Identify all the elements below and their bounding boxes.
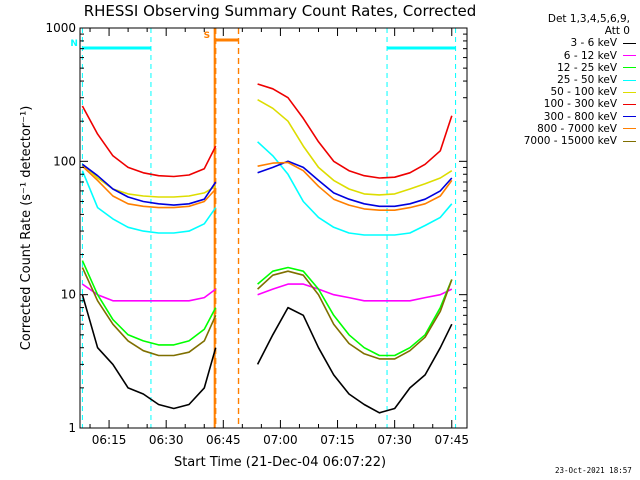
svg-text:Corrected Count Rate (s⁻¹ dete: Corrected Count Rate (s⁻¹ detector⁻¹) <box>19 106 34 351</box>
legend-entry-label: 800 - 7000 keV <box>537 122 617 135</box>
legend-entry: 800 - 7000 keV <box>478 123 638 135</box>
x-tick-label: 07:45 <box>434 433 469 447</box>
legend-header-line: Att 0 <box>604 25 630 38</box>
legend-entry-swatch <box>623 128 636 130</box>
y-tick-label: 1 <box>68 421 76 435</box>
y-tick-label: 10 <box>61 288 76 302</box>
legend-entry-label: 100 - 300 keV <box>543 98 617 111</box>
legend-entry-label: 6 - 12 keV <box>563 49 617 62</box>
series-line-8 <box>81 161 453 211</box>
x-tick-label: 06:15 <box>92 433 127 447</box>
legend-header-line: Det 1,3,4,5,6,9, <box>547 13 630 25</box>
legend-entry-label: 12 - 25 keV <box>557 61 617 74</box>
legend-entry-label: 25 - 50 keV <box>557 74 617 87</box>
legend-entry-label: 50 - 100 keV <box>550 86 617 99</box>
series-line-7 <box>81 160 453 208</box>
legend-entry-swatch <box>623 91 636 93</box>
y-tick-label: 100 <box>53 154 76 168</box>
marker-saa-label: S <box>204 31 210 41</box>
chart-title: RHESSI Observing Summary Count Rates, Co… <box>84 2 477 20</box>
legend-entry-swatch <box>623 116 636 118</box>
x-tick-label: 07:30 <box>377 433 412 447</box>
legend-entry: 7000 - 15000 keV <box>478 135 638 147</box>
legend-entry: 3 - 6 keV <box>478 37 638 49</box>
series-line-2 <box>81 283 453 302</box>
legend-entry: 6 - 12 keV <box>478 50 638 62</box>
legend-entry: 100 - 300 keV <box>478 98 638 110</box>
y-tick-label: 1000 <box>45 21 76 35</box>
legend-entry-label: 7000 - 15000 keV <box>523 135 617 148</box>
legend-entry-swatch <box>623 67 636 69</box>
series-line-6 <box>81 83 453 179</box>
x-tick-label: 06:30 <box>149 433 184 447</box>
series-line-3 <box>81 260 453 357</box>
legend-entry: 50 - 100 keV <box>478 86 638 98</box>
series-line-4 <box>81 141 453 236</box>
legend-entry-swatch <box>623 55 636 57</box>
series-line-9 <box>81 267 453 360</box>
marker-night-label: N <box>70 39 78 49</box>
legend-entry-swatch <box>623 79 636 81</box>
x-axis-label: Start Time (21-Dec-04 06:07:22) <box>174 455 386 470</box>
legend-entry: 300 - 800 keV <box>478 111 638 123</box>
legend-entry-label: 300 - 800 keV <box>543 110 617 123</box>
y-axis-label: Corrected Count Rate (s⁻¹ detector⁻¹) <box>19 106 34 351</box>
x-tick-label: 07:00 <box>263 433 298 447</box>
legend-entry-swatch <box>623 104 636 106</box>
legend-entry: 12 - 25 keV <box>478 62 638 74</box>
legend-entry-label: 3 - 6 keV <box>570 37 617 50</box>
series-line-5 <box>81 99 453 198</box>
generation-date: 23-Oct-2021 18:57 <box>555 466 632 475</box>
legend-entry: 25 - 50 keV <box>478 74 638 86</box>
plot-frame <box>79 27 468 429</box>
x-tick-label: 07:15 <box>320 433 355 447</box>
series-line-1 <box>81 294 453 414</box>
x-tick-label: 06:45 <box>206 433 241 447</box>
legend-entry-swatch <box>623 43 636 44</box>
legend-entry-swatch <box>623 140 636 142</box>
